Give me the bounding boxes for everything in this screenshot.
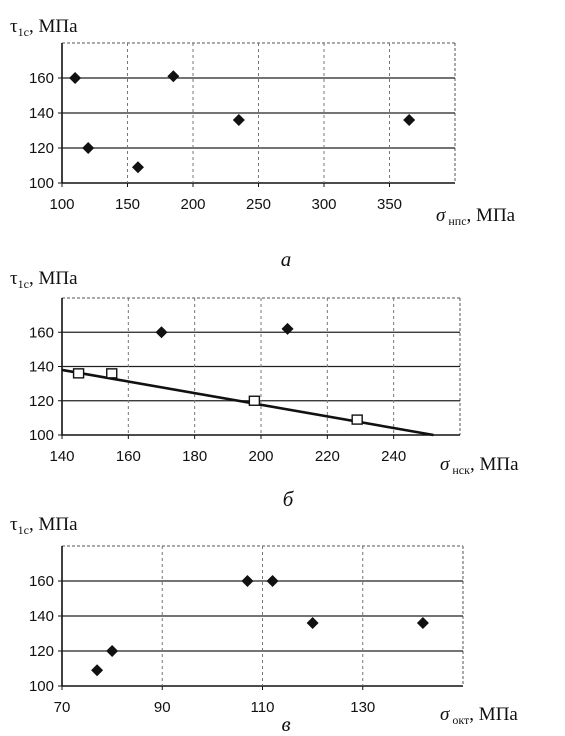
chart-a: 100 120 140 160 100 150 200 250 300 350 τ1c, МПа σ н… <box>10 16 516 271</box>
data-point-diamond <box>91 664 104 677</box>
y-tick-label: 120 <box>29 140 54 157</box>
x-tick-label: 250 <box>246 196 271 213</box>
data-point-square <box>351 414 363 425</box>
x-tick-label: 130 <box>350 699 375 716</box>
data-point-diamond <box>403 114 416 126</box>
x-tick-label: 160 <box>116 448 141 465</box>
x-tick-label: 110 <box>251 699 275 716</box>
data-point-diamond <box>167 70 180 83</box>
panel-label: в <box>281 712 290 736</box>
data-point-diamond <box>281 322 294 335</box>
x-axis-label: σ нпс, МПа <box>436 205 516 228</box>
y-axis-label: τ1c, МПа <box>10 268 78 291</box>
data-point-diamond <box>232 114 245 126</box>
data-point-diamond <box>155 326 168 339</box>
y-tick-label: 160 <box>29 573 54 590</box>
y-tick-label: 100 <box>29 678 54 695</box>
x-tick-label: 180 <box>182 448 207 465</box>
trendline <box>61 368 434 437</box>
x-tick-label: 220 <box>315 448 340 465</box>
data-point-square <box>72 368 85 379</box>
y-tick-label: 140 <box>29 359 54 376</box>
x-tick-label: 90 <box>154 699 171 716</box>
x-tick-label: 300 <box>311 196 336 213</box>
panel-label: б <box>283 487 295 511</box>
chart-v: 100 120 140 160 70 90 110 130 τ1c, МПа σ окт, МПа в <box>10 514 518 736</box>
x-tick-label: 240 <box>381 448 406 465</box>
data-point-diamond <box>82 142 95 154</box>
y-tick-label: 140 <box>29 105 54 122</box>
y-tick-label: 160 <box>29 324 54 341</box>
x-tick-label: 150 <box>115 196 140 213</box>
data-point-square <box>248 395 261 406</box>
x-tick-label: 350 <box>377 196 402 213</box>
y-tick-label: 100 <box>29 427 54 444</box>
data-point-diamond <box>69 72 82 84</box>
x-axis-label: σ окт, МПа <box>440 704 518 727</box>
x-tick-label: 140 <box>49 448 74 465</box>
y-tick-label: 160 <box>29 70 54 87</box>
y-tick-label: 140 <box>29 608 54 625</box>
data-point-square <box>106 368 118 379</box>
y-axis-label: τ1c, МПа <box>10 514 78 537</box>
y-tick-label: 100 <box>29 175 54 192</box>
data-point-diamond <box>131 161 144 174</box>
data-point-diamond <box>266 575 279 587</box>
y-tick-label: 120 <box>29 643 54 660</box>
x-tick-label: 200 <box>180 196 205 213</box>
x-tick-label: 200 <box>248 448 273 465</box>
x-tick-label: 100 <box>49 196 74 213</box>
data-point-diamond <box>241 575 254 587</box>
panel-label: а <box>281 247 292 271</box>
x-tick-label: 70 <box>54 699 71 716</box>
data-point-diamond <box>416 617 429 629</box>
chart-b: 100 120 140 160 140 160 180 200 220 240 τ1c, МПа σ н… <box>10 268 519 511</box>
data-point-diamond <box>106 645 119 657</box>
y-tick-label: 120 <box>29 393 54 410</box>
data-point-diamond <box>306 617 319 629</box>
y-axis-label: τ1c, МПа <box>10 16 78 39</box>
x-axis-label: σ нск, МПа <box>440 454 519 477</box>
